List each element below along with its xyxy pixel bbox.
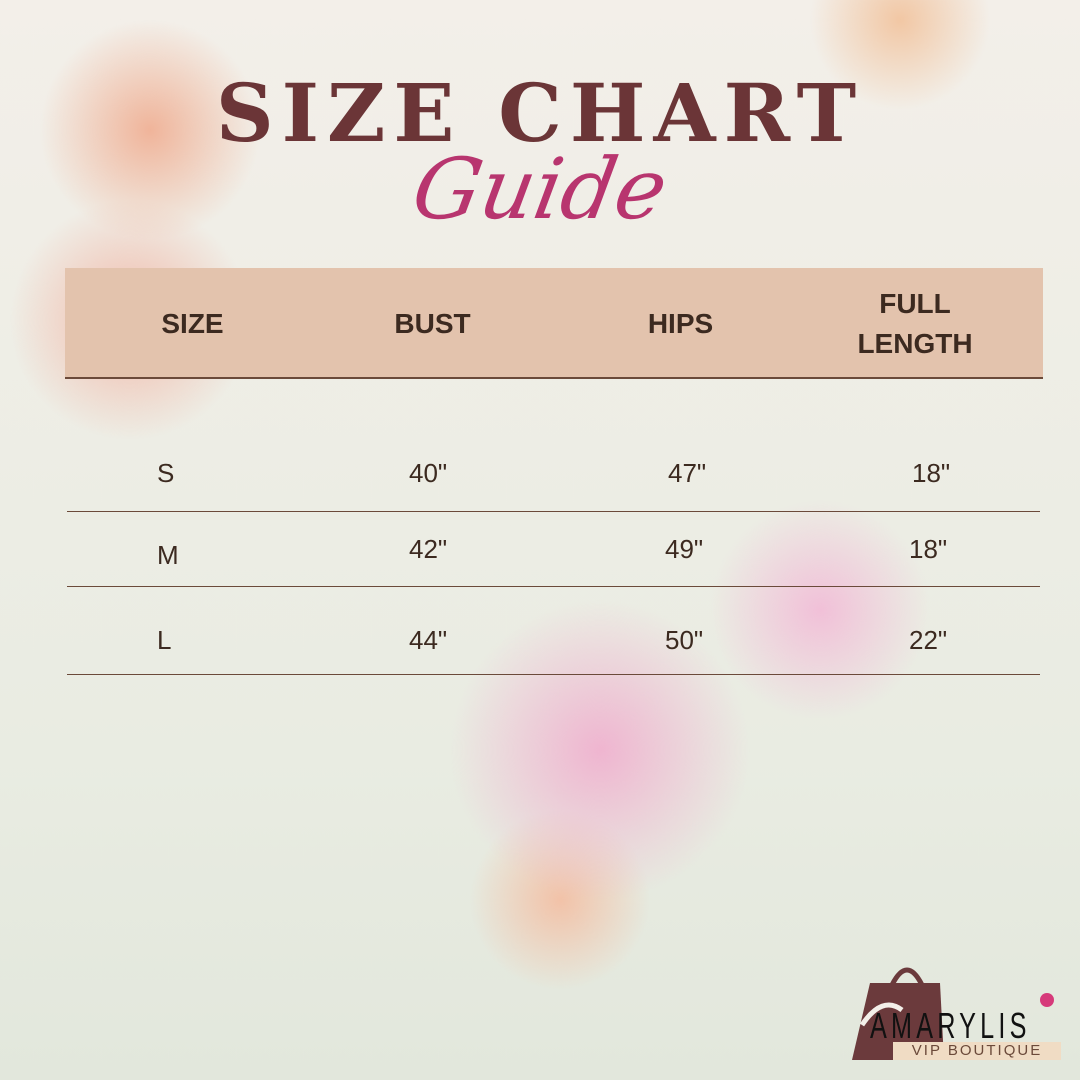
size-cell: S	[157, 458, 175, 488]
size-cell: M	[157, 540, 179, 570]
header-size: SIZE	[161, 307, 224, 339]
header-bust: BUST	[394, 307, 471, 339]
shopping-bag-logo-icon	[852, 967, 1054, 1060]
hips-cell: 47"	[668, 458, 707, 488]
length-cell: 22"	[909, 625, 948, 655]
bust-cell: 40"	[409, 458, 448, 488]
header-hips: HIPS	[647, 307, 714, 339]
bust-cell: 44"	[409, 625, 448, 655]
page-subtitle: Guide	[405, 140, 675, 238]
length-cell: 18"	[912, 458, 951, 488]
brand-name: AMARYLIS	[870, 1005, 1031, 1046]
header-full-length: FULL LENGTH	[857, 287, 973, 359]
bust-cell: 42"	[409, 534, 448, 564]
hips-cell: 50"	[665, 625, 704, 655]
page-title: SIZE CHART	[215, 66, 865, 160]
table-row: L 44" 50" 22"	[67, 587, 1040, 675]
length-cell: 18"	[909, 534, 948, 564]
table-row: M 42" 49" 18"	[67, 512, 1040, 587]
size-cell: L	[157, 625, 172, 655]
brand-tagline: VIP BOUTIQUE	[893, 1042, 1061, 1060]
table-row: S 40" 47" 18"	[67, 440, 1040, 512]
flower-icon	[1040, 993, 1054, 1007]
table-header: SIZE BUST HIPS FULL LENGTH	[65, 268, 1043, 379]
hips-cell: 49"	[665, 534, 704, 564]
